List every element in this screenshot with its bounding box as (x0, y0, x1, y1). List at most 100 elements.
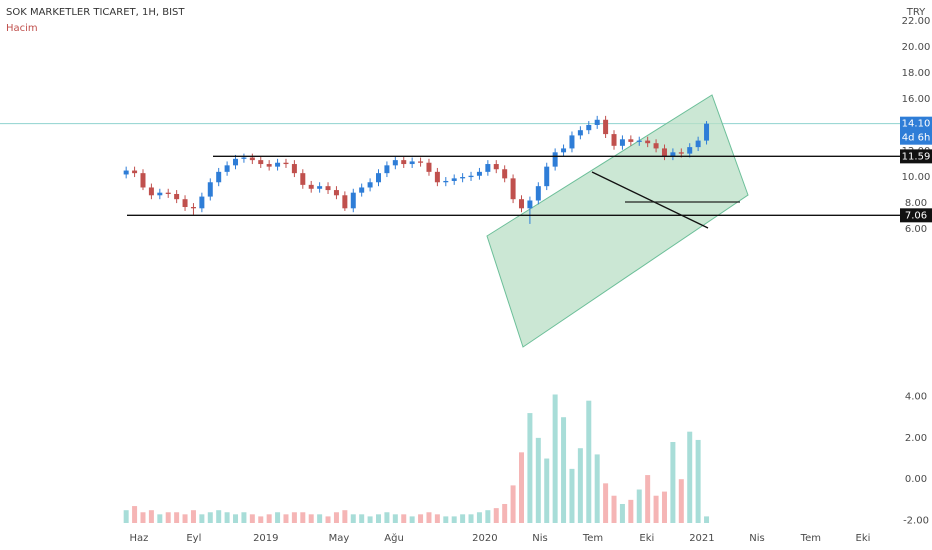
volume-bar (518, 452, 524, 523)
candle-body (476, 171, 482, 176)
volume-bar (628, 499, 634, 523)
volume-bar (485, 510, 491, 523)
candle-body (704, 123, 710, 141)
volume-bar (510, 485, 516, 523)
y-tick-label: 8.00 (905, 198, 927, 209)
volume-bar (418, 514, 424, 523)
volume-bar (233, 514, 239, 523)
candle-body (645, 140, 651, 144)
candle-body (561, 148, 567, 153)
candle-body (157, 192, 163, 196)
volume-bar (132, 506, 138, 523)
volume-bar (569, 468, 575, 523)
volume-bar (123, 510, 129, 523)
volume-bar (317, 514, 323, 523)
candle-body (460, 177, 466, 179)
candle-body (443, 180, 449, 183)
volume-bar (367, 516, 373, 523)
candle-body (174, 193, 180, 200)
candle-body (670, 152, 676, 157)
candle-body (140, 173, 146, 188)
volume-bar (561, 417, 567, 523)
volume-bar (577, 448, 583, 523)
candle-body (418, 161, 424, 163)
candle-body (291, 164, 297, 174)
volume-bar (409, 516, 415, 523)
candle-body (535, 186, 541, 201)
volume-bar (426, 512, 432, 523)
candle-body (426, 162, 432, 172)
volume-bar (653, 495, 659, 523)
channel-drawing (486, 94, 749, 348)
volume-bar (476, 512, 482, 523)
y2-tick-label: 4.00 (905, 392, 927, 403)
volume-bar (443, 516, 449, 523)
candle-body (317, 186, 323, 189)
volume-bar (283, 514, 289, 523)
candle-body (552, 152, 558, 167)
volume-bar (460, 514, 466, 523)
candle-body (148, 187, 154, 196)
candle-body (275, 162, 281, 167)
x-tick-label: Tem (800, 533, 821, 544)
price-tag (900, 116, 932, 145)
candle-body (384, 165, 390, 174)
chart-title: SOK MARKETLER TICARET, 1H, BIST (6, 7, 185, 18)
x-tick-label: Nis (749, 533, 764, 544)
candle-body (502, 169, 508, 179)
candle-body (165, 192, 171, 194)
candle-body (325, 186, 331, 191)
volume-bar (586, 400, 592, 523)
candle-body (249, 157, 255, 161)
candle-body (199, 196, 205, 209)
x-tick-label: Tem (582, 533, 603, 544)
x-tick-label: Eki (856, 533, 871, 544)
currency: TRY (906, 7, 926, 18)
volume-bar (174, 512, 180, 523)
candle-body (451, 178, 457, 181)
volume-bar (216, 510, 222, 523)
volume-bar (527, 413, 533, 523)
volume-bar (190, 510, 196, 523)
volume-bar (376, 514, 382, 523)
candle-body (569, 135, 575, 149)
volume-bar (695, 439, 701, 523)
candle-body (628, 139, 634, 142)
candle-body (376, 173, 382, 183)
level-label: 11.59 (902, 151, 931, 162)
y-tick-label: 18.00 (902, 68, 931, 79)
candle-body (611, 134, 617, 146)
candle-body (342, 195, 348, 209)
volume-bar (249, 514, 255, 523)
volume-bar (468, 514, 474, 523)
volume-bar (291, 512, 297, 523)
candle-body (661, 148, 667, 157)
y2-tick-label: 2.00 (905, 433, 927, 444)
y2-tick-label: 0.00 (905, 474, 927, 485)
level-tag (900, 208, 932, 223)
candle-body (392, 160, 398, 166)
volume-bar (207, 512, 213, 523)
volume-bar (165, 512, 171, 523)
trend-line (591, 171, 709, 229)
candle-body (678, 152, 684, 154)
countdown: 4d 6h (902, 133, 931, 144)
volume-bar (308, 514, 314, 523)
candle-body (224, 165, 230, 172)
volume-bar (392, 514, 398, 523)
candle-body (527, 200, 533, 209)
volume-bar (241, 512, 247, 523)
volume-bar (493, 508, 499, 523)
y-tick-label: 20.00 (902, 42, 931, 53)
volume-bar (333, 512, 339, 523)
volume-bar (502, 503, 508, 523)
y2-tick-label: -2.00 (903, 516, 929, 527)
volume-bar (157, 514, 163, 523)
volume-bar (325, 516, 331, 523)
candle-body (123, 170, 129, 175)
volume-bar (687, 431, 693, 523)
x-tick-label: 2020 (472, 533, 497, 544)
volume-bar (266, 514, 272, 523)
volume-bar (552, 394, 558, 523)
volume-bar (451, 516, 457, 523)
